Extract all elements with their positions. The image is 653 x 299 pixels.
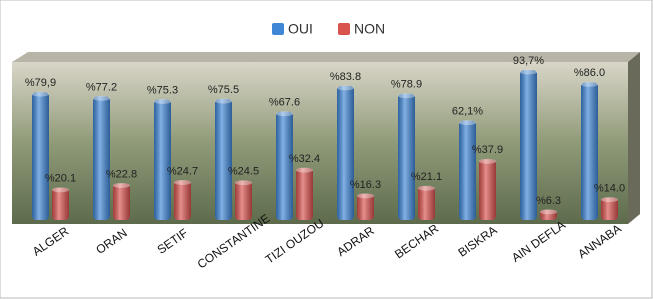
bar-cap xyxy=(479,159,496,164)
bar-cap xyxy=(113,183,130,188)
value-label: %37.9 xyxy=(472,144,503,156)
bar-shine xyxy=(174,180,191,220)
backdrop-top xyxy=(12,52,640,62)
value-label: %75.5 xyxy=(208,84,239,96)
value-label: %86.0 xyxy=(574,67,605,79)
value-label: %77.2 xyxy=(86,81,117,93)
bar-cap xyxy=(296,168,313,173)
value-label: %21.1 xyxy=(411,171,442,183)
legend-label: OUI xyxy=(288,21,313,37)
value-label: %79,9 xyxy=(25,77,56,89)
bar-shine xyxy=(276,112,293,220)
bar-cap xyxy=(337,85,354,90)
bar-shine xyxy=(52,188,69,220)
value-label: %24.5 xyxy=(228,166,259,178)
bar-shine xyxy=(32,92,49,220)
bar-shine xyxy=(154,99,171,220)
legend-swatch xyxy=(272,23,284,35)
x-tick-label: BISKRA xyxy=(455,223,499,260)
x-tick-label: ORAN xyxy=(93,226,129,257)
value-label: %83.8 xyxy=(330,71,361,83)
value-label: %14.0 xyxy=(594,182,625,194)
bar-cap xyxy=(93,96,110,101)
x-tick-label: ANNABA xyxy=(575,221,623,261)
x-tick-label: ALGER xyxy=(30,224,72,259)
bar-shine xyxy=(520,70,537,220)
bar-cap xyxy=(174,180,191,185)
value-label: %6.3 xyxy=(536,195,561,207)
bar-cap xyxy=(520,70,537,75)
value-label: 62,1% xyxy=(452,105,483,117)
bar-cap xyxy=(276,111,293,116)
value-label: %20.1 xyxy=(45,173,76,185)
bar-shine xyxy=(215,99,232,220)
bar-shine xyxy=(398,94,415,220)
legend-swatch xyxy=(338,23,350,35)
value-label: %67.6 xyxy=(269,97,300,109)
value-label: %22.8 xyxy=(106,168,137,180)
value-label: %32.4 xyxy=(289,153,320,165)
bar-cap xyxy=(601,197,618,202)
x-tick-label: AIN DEFLA xyxy=(509,218,568,265)
x-tick-label: ADRAR xyxy=(334,223,377,259)
x-tick-label: SETIF xyxy=(155,226,191,257)
bar-cap xyxy=(215,99,232,104)
bar-cap xyxy=(52,187,69,192)
value-label: %78.9 xyxy=(391,79,422,91)
bar-cap xyxy=(154,99,171,104)
bar-cap xyxy=(418,186,435,191)
bar-shine xyxy=(296,168,313,220)
bar-cap xyxy=(32,92,49,97)
bar-cap xyxy=(398,93,415,98)
bar-shine xyxy=(337,86,354,220)
bar-shine xyxy=(113,184,130,220)
bar-cap xyxy=(357,193,374,198)
bar-cap xyxy=(459,120,476,125)
bar-shine xyxy=(93,96,110,220)
value-label: %16.3 xyxy=(350,179,381,191)
backdrop-side xyxy=(628,52,640,224)
bar-shine xyxy=(418,186,435,220)
chart: OUI NON %79,9 %20.1 ALGER %77.2 %22.8 ORAN %75.3… xyxy=(0,0,653,299)
bar-shine xyxy=(235,181,252,220)
bar-shine xyxy=(459,121,476,220)
bar-cap xyxy=(581,82,598,87)
bar-cap xyxy=(540,209,557,214)
legend-label: NON xyxy=(354,21,385,37)
bar-cap xyxy=(235,180,252,185)
value-label: 93,7% xyxy=(513,55,544,67)
value-label: %24.7 xyxy=(167,165,198,177)
value-label: %75.3 xyxy=(147,84,178,96)
bar-shine xyxy=(581,82,598,220)
bar-shine xyxy=(479,159,496,220)
x-tick-label: BECHAR xyxy=(392,221,441,261)
